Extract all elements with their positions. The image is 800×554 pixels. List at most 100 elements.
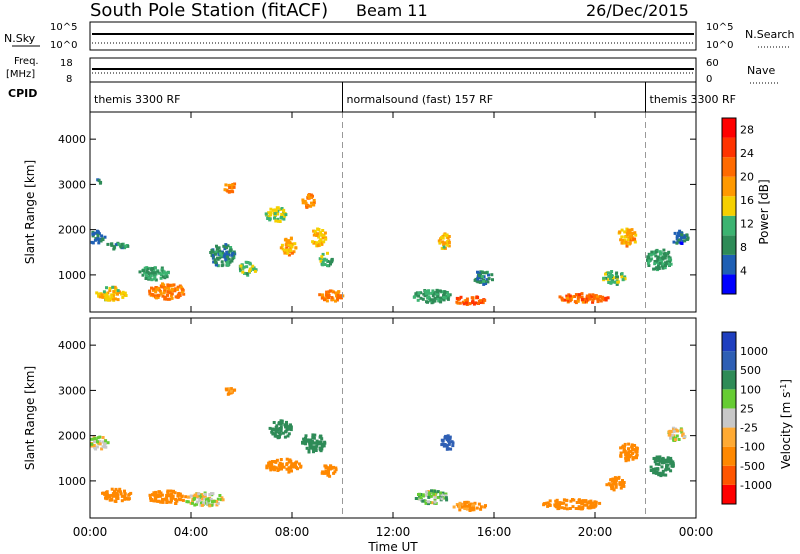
scatter-cell: [477, 502, 481, 506]
scatter-cell: [116, 289, 120, 293]
scatter-cell: [103, 492, 107, 496]
scatter-cell: [195, 493, 199, 497]
scatter-cell: [478, 274, 481, 278]
scatter-cell: [312, 448, 316, 452]
scatter-cell: [441, 439, 445, 443]
scatter-cell: [191, 499, 195, 503]
scatter-cell: [167, 493, 171, 497]
scatter-cell: [582, 297, 586, 301]
scatter-cell: [471, 300, 475, 304]
scatter-cell: [627, 454, 631, 458]
colorbar-tick-label: 8: [740, 241, 747, 254]
scatter-cell: [214, 263, 218, 267]
scatter-cell: [159, 276, 163, 280]
scatter-cell: [647, 252, 651, 256]
scatter-cell: [276, 428, 280, 432]
scatter-cell: [657, 462, 661, 466]
scatter-cell: [323, 440, 327, 444]
scatter-cell: [445, 234, 449, 237]
scatter-cell: [278, 220, 282, 223]
scatter-cell: [324, 464, 328, 468]
scatter-cell: [546, 504, 550, 508]
scatter-cell: [335, 294, 338, 298]
scatter-cell: [447, 442, 451, 446]
scatter-cell: [168, 291, 172, 295]
beam-label: Beam 11: [356, 1, 428, 20]
scatter-cell: [426, 296, 430, 300]
scatter-cell: [319, 231, 323, 235]
scatter-cell: [289, 425, 293, 429]
colorbar-swatch: [722, 215, 736, 236]
freq-label: Freq.: [14, 56, 39, 67]
scatter-cell: [276, 217, 280, 221]
scatter-cell: [569, 499, 573, 503]
scatter-cell: [570, 295, 574, 299]
scatter-cell: [667, 255, 671, 259]
scatter-cell: [266, 217, 270, 220]
scatter-cell: [113, 499, 117, 503]
scatter-cell: [655, 266, 659, 270]
scatter-cell: [656, 267, 660, 271]
scatter-cell: [124, 496, 128, 500]
scatter-cell: [115, 491, 119, 495]
scatter-cell: [169, 289, 173, 293]
scatter-cell: [461, 505, 464, 509]
scatter-cell: [285, 420, 288, 424]
scatter-cell: [318, 442, 322, 446]
scatter-cell: [609, 272, 613, 276]
scatter-cell: [161, 294, 165, 298]
scatter-cell: [620, 481, 624, 485]
scatter-cell: [225, 388, 229, 392]
scatter-cell: [573, 295, 577, 298]
scatter-cell: [119, 490, 123, 494]
scatter-cell: [97, 292, 100, 296]
scatter-cell: [473, 501, 477, 505]
scatter-cell: [274, 209, 278, 213]
scatter-cell: [168, 283, 172, 287]
scatter-cell: [677, 238, 681, 242]
scatter-cell: [145, 274, 148, 278]
scatter-cell: [297, 462, 301, 466]
scatter-cell: [276, 206, 280, 210]
scatter-cell: [273, 216, 276, 220]
scatter-cell: [231, 257, 235, 261]
scatter-cell: [92, 232, 95, 236]
scatter-cell: [465, 507, 469, 511]
scatter-cell: [274, 426, 278, 429]
scatter-cell: [120, 292, 124, 296]
colorbar-frame: [721, 117, 737, 295]
scatter-cell: [161, 499, 165, 503]
scatter-cell: [252, 266, 256, 270]
scatter-cell: [685, 233, 689, 237]
scatter-cell: [482, 275, 486, 279]
scatter-cell: [221, 251, 224, 255]
scatter-cell: [622, 450, 626, 454]
scatter-cell: [440, 236, 443, 240]
scatter-cell: [440, 443, 444, 447]
scatter-cell: [653, 262, 657, 266]
scatter-cell: [276, 212, 280, 216]
scatter-cell: [658, 261, 662, 265]
scatter-cell: [161, 282, 164, 286]
scatter-cell: [118, 487, 122, 491]
scatter-cell: [312, 445, 316, 449]
scatter-cell: [634, 233, 638, 237]
scatter-cell: [332, 471, 336, 475]
scatter-cell: [322, 233, 326, 237]
scatter-cell: [287, 253, 291, 257]
nave-tick-top: 60: [706, 58, 719, 69]
scatter-cell: [289, 242, 293, 246]
scatter-cell: [664, 254, 668, 258]
scatter-cell: [284, 430, 287, 434]
scatter-cell: [98, 442, 102, 446]
scatter-cell: [191, 494, 195, 498]
scatter-cell: [97, 179, 101, 183]
nave-tick-bottom: 0: [706, 74, 712, 85]
scatter-cell: [230, 253, 234, 257]
scatter-cell: [479, 505, 483, 509]
scatter-cell: [98, 295, 102, 299]
scatter-cell: [626, 230, 630, 234]
scatter-cell: [604, 276, 608, 280]
scatter-cell: [251, 264, 255, 268]
scatter-cell: [560, 501, 564, 505]
